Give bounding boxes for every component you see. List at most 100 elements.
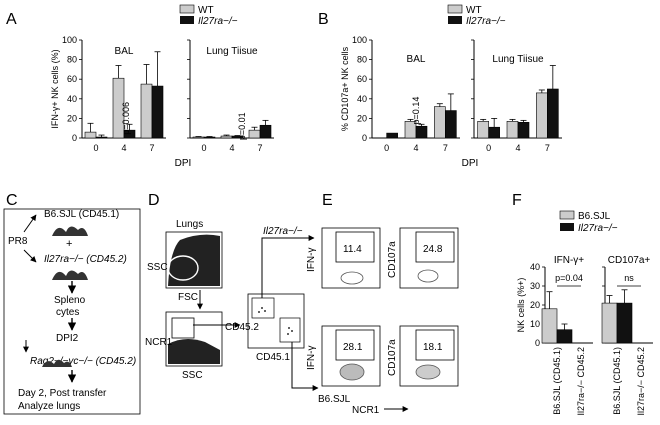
bar-ko bbox=[616, 302, 633, 344]
bar-wt bbox=[541, 308, 558, 344]
bar-ko bbox=[203, 136, 216, 139]
cd452-gate bbox=[251, 297, 275, 319]
contour-plot-ko-cd107a bbox=[399, 227, 459, 289]
panel-label-f: F bbox=[512, 192, 522, 209]
x-tick-label: 0 bbox=[93, 143, 98, 153]
y-axis-label: IFN-γ+ NK cells (%) bbox=[50, 49, 60, 128]
b6-gate-label: B6.SJL bbox=[318, 394, 351, 405]
legend-swatch-wt bbox=[179, 4, 195, 14]
panel-c-schematic: PR8 B6.SJL (CD45.1) + Il27ra−/− (CD45.2)… bbox=[3, 208, 141, 415]
gate-box bbox=[415, 231, 455, 263]
dot bbox=[288, 327, 290, 329]
legend-swatch-wt bbox=[447, 4, 463, 14]
panel-d-gating: Lungs SSC FSC NCR1 SSC CD45.2 CD45.1 Il2… bbox=[145, 219, 351, 405]
panel-label-b: B bbox=[318, 11, 329, 28]
dot bbox=[291, 330, 293, 332]
y-tick-label: 40 bbox=[67, 94, 77, 104]
legend-b: WT Il27ra−/− bbox=[447, 4, 506, 27]
recipient-label: Rag2−/−γc−/− (CD45.2) bbox=[30, 356, 136, 367]
gate-percent: 28.1 bbox=[343, 342, 363, 353]
legend-label-ko: Il27ra−/− bbox=[578, 223, 618, 234]
chart-f: NK cells (%+) 0 10 20 30 40 IFN-γ+ CD107a+ p=0.0… bbox=[516, 255, 653, 416]
ssc-x-label: SSC bbox=[182, 370, 203, 381]
panel-label-c: C bbox=[6, 192, 18, 209]
cd451-label: CD45.1 bbox=[256, 352, 290, 363]
legend-swatch-ko bbox=[448, 16, 462, 24]
x-tick-label: 0 bbox=[384, 143, 389, 153]
arrow-pr8-down bbox=[23, 249, 37, 263]
bar-wt bbox=[434, 106, 446, 139]
y-tick-label: 20 bbox=[357, 113, 367, 123]
y-tick-label: 60 bbox=[67, 74, 77, 84]
group-title: CD107a+ bbox=[608, 255, 651, 266]
plus-label: + bbox=[66, 238, 72, 250]
analyze-label: Analyze lungs bbox=[18, 401, 80, 412]
pr8-label: PR8 bbox=[8, 236, 28, 247]
legend-label-ko: Il27ra−/− bbox=[466, 16, 506, 27]
gate-box bbox=[335, 231, 375, 263]
legend-a: WT Il27ra−/− bbox=[179, 4, 238, 27]
gate-percent: 18.1 bbox=[423, 342, 443, 353]
annotation: ns bbox=[624, 273, 634, 283]
x-tick-label: 4 bbox=[121, 143, 126, 153]
y-tick-label: 40 bbox=[530, 262, 540, 272]
y-tick-label: 20 bbox=[530, 300, 540, 310]
ncr1-x-label: NCR1 bbox=[352, 405, 380, 416]
bar-wt bbox=[536, 92, 548, 139]
group-title: Lung Tiisue bbox=[206, 46, 258, 57]
contour-plot-ko-ifng bbox=[321, 227, 381, 289]
bar-wt bbox=[140, 83, 153, 139]
arrow-pr8-up bbox=[23, 214, 37, 233]
bar-wt bbox=[192, 136, 205, 139]
y-axis-label: % CD107a+ NK cells bbox=[340, 46, 350, 131]
contour bbox=[417, 269, 439, 283]
ifng-axis-label-top: IFN-γ bbox=[306, 248, 317, 272]
x-tick-label: Il27ra−/− CD45.2 bbox=[576, 347, 586, 416]
legend-swatch-ko bbox=[560, 223, 574, 231]
ko-gate-label: Il27ra−/− bbox=[263, 226, 303, 237]
annotation: p=0.01 bbox=[237, 112, 247, 140]
group-title: BAL bbox=[115, 46, 134, 57]
bar-ko bbox=[556, 329, 573, 344]
contour bbox=[340, 271, 364, 285]
legend-swatch-ko bbox=[180, 16, 194, 24]
mouse-icon-donor2 bbox=[52, 270, 88, 280]
bar-ko bbox=[517, 122, 530, 139]
gate-box bbox=[415, 329, 455, 361]
arrow-to-ko-gate bbox=[261, 235, 315, 298]
gate-box bbox=[335, 329, 375, 361]
legend-swatch-b6 bbox=[559, 210, 575, 220]
y-tick-label: 10 bbox=[530, 319, 540, 329]
panel-e-contours: 11.4 24.8 28.1 18.1 IFN-γ IFN-γ CD107a C… bbox=[306, 227, 459, 416]
bar-wt bbox=[506, 121, 519, 139]
bar-ko bbox=[95, 136, 108, 139]
annotation: p=0.04 bbox=[555, 273, 583, 283]
gate-percent: 24.8 bbox=[423, 244, 443, 255]
bar-wt bbox=[601, 302, 618, 344]
cytes-label: cytes bbox=[56, 307, 79, 318]
bar-ko bbox=[259, 124, 272, 139]
contour bbox=[415, 364, 441, 380]
y-tick-label: 100 bbox=[62, 35, 77, 45]
panel-label-e: E bbox=[322, 192, 333, 209]
dot bbox=[264, 310, 266, 312]
legend-f: B6.SJL Il27ra−/− bbox=[559, 210, 618, 234]
annotation: p=0.14 bbox=[411, 97, 421, 125]
dpi2-label: DPI2 bbox=[56, 333, 79, 344]
bar-wt bbox=[220, 135, 233, 139]
panel-label-a: A bbox=[6, 11, 17, 28]
y-axis-label: NK cells (%+) bbox=[516, 278, 526, 333]
panel-label-d: D bbox=[148, 192, 160, 209]
bar-ko bbox=[386, 132, 398, 139]
bar-ko bbox=[547, 88, 559, 139]
dot bbox=[287, 333, 289, 335]
x-tick-label: 7 bbox=[149, 143, 154, 153]
y-tick-label: 30 bbox=[530, 281, 540, 291]
day2-label: Day 2, Post transfer bbox=[18, 388, 107, 399]
bar-ko bbox=[488, 126, 500, 139]
nk-gate bbox=[171, 317, 195, 339]
legend-label-ko: Il27ra−/− bbox=[198, 16, 238, 27]
